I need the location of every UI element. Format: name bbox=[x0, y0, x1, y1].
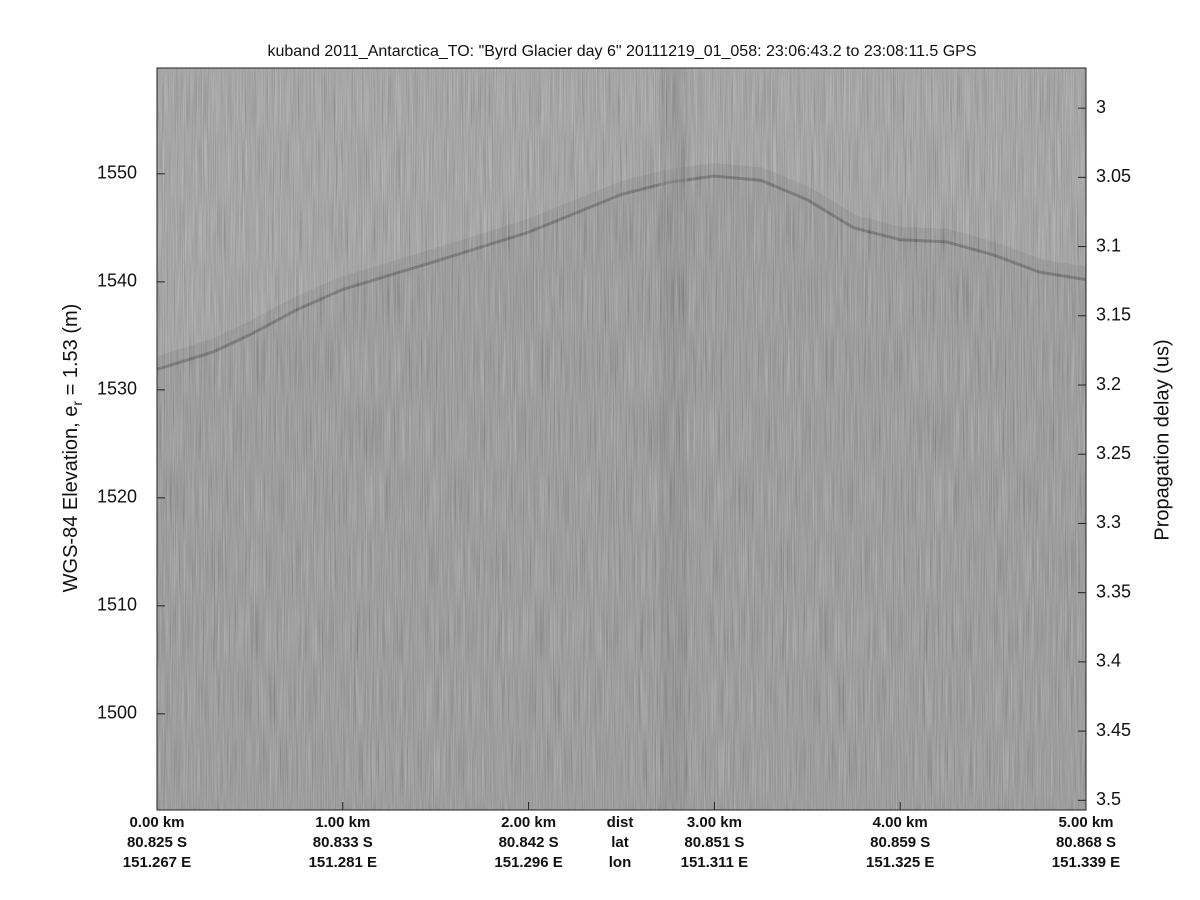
x-tick-lat: 80.868 S bbox=[1056, 834, 1116, 851]
x-tick-label: 1.00 km bbox=[315, 814, 370, 831]
y2-tick-label: 3.4 bbox=[1096, 651, 1121, 671]
y2-tick-label: 3.15 bbox=[1096, 305, 1131, 325]
x-tick-lat: 80.833 S bbox=[313, 834, 373, 851]
x-tick-lon: 151.311 E bbox=[681, 854, 749, 871]
y-label-part: = 1.53 (m) bbox=[60, 304, 82, 401]
x-tick-lon: 151.296 E bbox=[494, 854, 562, 871]
x-tick-label: 5.00 km bbox=[1058, 814, 1113, 831]
y2-axis-label: Propagation delay (us) bbox=[1151, 339, 1173, 540]
plot-frame bbox=[156, 67, 1087, 811]
y-tick-label: 1500 bbox=[97, 703, 137, 723]
y-tick-label: 1550 bbox=[97, 163, 137, 183]
x-row-label: dist bbox=[607, 814, 634, 831]
y2-tick-label: 3.5 bbox=[1096, 789, 1121, 809]
y-label-subscript: r bbox=[69, 401, 85, 406]
y2-tick-label: 3.3 bbox=[1096, 512, 1121, 532]
x-tick-label: 3.00 km bbox=[687, 814, 742, 831]
image-noise bbox=[157, 68, 1086, 810]
echogram-image bbox=[157, 68, 1086, 810]
x-row-label: lat bbox=[611, 834, 629, 851]
y-tick-label: 1510 bbox=[97, 595, 137, 615]
y-tick-label: 1540 bbox=[97, 271, 137, 291]
x-tick-lat: 80.842 S bbox=[499, 834, 559, 851]
y2-tick-label: 3.45 bbox=[1096, 720, 1131, 740]
chart-title: kuband 2011_Antarctica_TO: "Byrd Glacier… bbox=[267, 43, 976, 60]
x-tick-lon: 151.339 E bbox=[1052, 854, 1120, 871]
y2-tick-label: 3 bbox=[1096, 97, 1106, 117]
x-tick-lat: 80.825 S bbox=[127, 834, 187, 851]
x-tick-label: 4.00 km bbox=[873, 814, 928, 831]
y-label-part: WGS-84 Elevation, e bbox=[60, 406, 82, 593]
y2-tick-label: 3.2 bbox=[1096, 374, 1121, 394]
y-tick-label: 1520 bbox=[97, 487, 137, 507]
y2-tick-label: 3.1 bbox=[1096, 235, 1121, 255]
x-tick-lon: 151.267 E bbox=[123, 854, 191, 871]
x-tick-lat: 80.859 S bbox=[870, 834, 930, 851]
y2-tick-label: 3.35 bbox=[1096, 581, 1131, 601]
y-tick-label: 1530 bbox=[97, 379, 137, 399]
x-tick-label: 2.00 km bbox=[501, 814, 556, 831]
x-tick-lat: 80.851 S bbox=[684, 834, 744, 851]
x-tick-label: 0.00 km bbox=[129, 814, 184, 831]
y-axis-label: WGS-84 Elevation, er = 1.53 (m) bbox=[60, 304, 84, 593]
x-row-label: lon bbox=[609, 854, 632, 871]
y2-tick-label: 3.25 bbox=[1096, 443, 1131, 463]
y2-tick-label: 3.05 bbox=[1096, 166, 1131, 186]
x-tick-lon: 151.281 E bbox=[309, 854, 377, 871]
x-tick-lon: 151.325 E bbox=[866, 854, 934, 871]
